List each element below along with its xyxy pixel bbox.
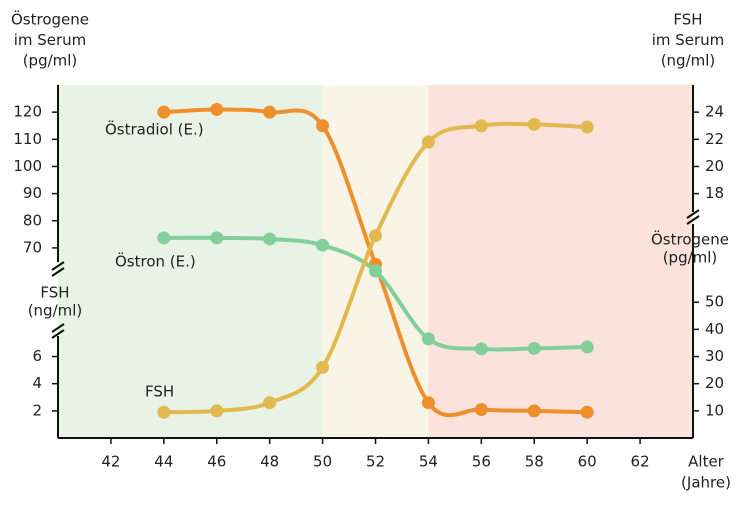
- x-axis-title: (Jahre): [681, 474, 731, 492]
- y-tick-label: 2: [32, 401, 42, 419]
- axis-title: im Serum: [652, 31, 725, 49]
- y-tick-label: 50: [705, 293, 724, 311]
- axis-title: (pg/ml): [663, 249, 718, 267]
- data-point: [527, 341, 541, 355]
- data-point: [210, 404, 224, 418]
- y-tick-label: 22: [705, 130, 724, 148]
- data-point: [421, 135, 435, 149]
- axis-title: Östrogene: [651, 230, 729, 249]
- series-label: Östradiol (E.): [105, 120, 204, 139]
- series-label: Östron (E.): [115, 252, 196, 271]
- data-point: [157, 231, 171, 245]
- axis-title: FSH: [673, 11, 702, 29]
- y-tick-label: 24: [705, 103, 724, 121]
- y-tick-label: 100: [13, 157, 42, 175]
- phase-band: [58, 85, 323, 438]
- data-point: [474, 342, 488, 356]
- data-point: [210, 231, 224, 245]
- axis-breaks: [51, 209, 700, 339]
- y-tick-label: 110: [13, 130, 42, 148]
- y-tick-label: 30: [705, 347, 724, 365]
- data-point: [580, 340, 594, 354]
- x-tick-label: 54: [419, 453, 438, 471]
- y-tick-label: 120: [13, 103, 42, 121]
- axis-title: FSH: [40, 284, 69, 302]
- y-tick-label: 90: [23, 184, 42, 202]
- y-tick-label: 40: [705, 320, 724, 338]
- data-point: [580, 120, 594, 134]
- axis-title: Östrogene: [11, 10, 89, 29]
- y-tick-label: 4: [32, 374, 42, 392]
- data-point: [316, 360, 330, 374]
- x-tick-label: 44: [154, 453, 173, 471]
- x-tick-label: 56: [472, 453, 491, 471]
- data-point: [316, 119, 330, 133]
- x-tick-label: 58: [525, 453, 544, 471]
- x-tick-label: 62: [631, 453, 650, 471]
- series-label: FSH: [145, 383, 174, 401]
- y-tick-label: 6: [32, 347, 42, 365]
- x-tick-label: 48: [260, 453, 279, 471]
- x-axis-title: Alter: [688, 453, 725, 471]
- y-tick-label: 18: [705, 184, 724, 202]
- axis-title: (ng/ml): [28, 302, 83, 320]
- data-point: [421, 396, 435, 410]
- data-point: [421, 332, 435, 346]
- y-tick-label: 80: [23, 211, 42, 229]
- data-point: [369, 229, 382, 243]
- data-point: [157, 105, 171, 119]
- data-point: [527, 117, 541, 131]
- y-tick-label: 20: [705, 374, 724, 392]
- axis-title: im Serum: [14, 31, 87, 49]
- axis-title: (pg/ml): [23, 52, 78, 70]
- data-point: [369, 264, 382, 278]
- data-point: [474, 402, 488, 416]
- data-point: [263, 396, 277, 410]
- data-point: [527, 404, 541, 418]
- x-tick-label: 52: [366, 453, 385, 471]
- data-point: [474, 119, 488, 133]
- phase-band: [428, 85, 693, 438]
- y-tick-label: 20: [705, 157, 724, 175]
- axis-title: (ng/ml): [661, 52, 716, 70]
- data-point: [157, 405, 171, 419]
- x-tick-label: 42: [101, 453, 120, 471]
- y-tick-label: 70: [23, 238, 42, 256]
- data-point: [263, 232, 277, 246]
- data-point: [210, 102, 224, 116]
- data-point: [316, 238, 330, 252]
- x-tick-label: 60: [578, 453, 597, 471]
- data-point: [580, 405, 594, 419]
- x-tick-label: 46: [207, 453, 226, 471]
- y-tick-label: 10: [705, 401, 724, 419]
- x-tick-label: 50: [313, 453, 332, 471]
- data-point: [263, 105, 277, 119]
